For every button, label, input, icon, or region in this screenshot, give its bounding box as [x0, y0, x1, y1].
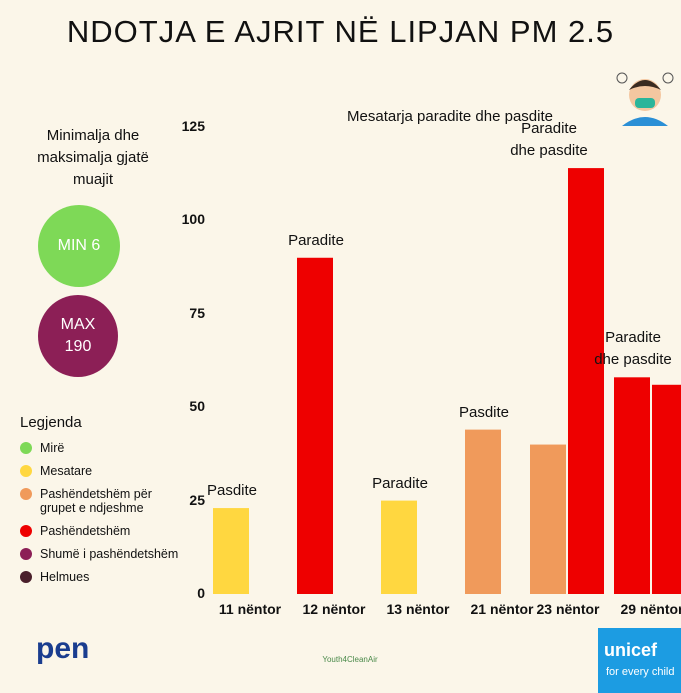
unicef-box: [598, 628, 681, 693]
y-tick-label: 100: [181, 211, 205, 228]
x-tick-label: 29 nëntor: [620, 601, 681, 617]
legend-item: Pashëndetshëm për grupet e ndjeshme: [20, 487, 190, 515]
legend-item: Helmues: [20, 570, 190, 584]
logo-tagline: for every child: [606, 666, 675, 678]
logo-youth: Youth4CleanAir: [322, 655, 378, 664]
bar: [465, 429, 501, 594]
title: NDOTJA E AJRIT NË LIPJAN PM 2.5: [66, 14, 615, 49]
logo-unicef: unicef: [604, 640, 658, 660]
y-tick-label: 25: [189, 491, 205, 508]
bar-annotation: Pasdite: [206, 482, 258, 500]
icon: [616, 72, 674, 126]
legend-item: Pashëndetshëm: [20, 524, 190, 538]
x-tick-label: 23 nëntor: [536, 601, 600, 617]
legend-item: Shumë i pashëndetshëm: [20, 547, 190, 561]
y-tick-label: 0: [197, 585, 205, 601]
x-tick-label: 11 nëntor: [218, 601, 282, 617]
bar: [213, 508, 249, 594]
bar-annotation: Pasdite: [458, 403, 510, 421]
legend-swatch: [20, 488, 32, 500]
bar: [381, 500, 417, 594]
x-tick-label: 12 nëntor: [302, 601, 366, 617]
x-tick-label: 13 nëntor: [386, 601, 450, 617]
legend-title: Legjenda: [20, 414, 82, 431]
y-tick-label: 50: [189, 398, 205, 415]
bar: [568, 168, 604, 594]
legend-swatch: [20, 525, 32, 537]
bar: [614, 377, 650, 594]
legend-label: Pashëndetshëm për grupet e ndjeshme: [40, 487, 152, 515]
legend-swatch: [20, 442, 32, 454]
range-title: Minimalja dhe maksimalja gjatë muajit: [37, 127, 149, 188]
legend-label: Mesatare: [40, 464, 93, 478]
legend-label: Shumë i pashëndetshëm: [40, 547, 179, 561]
legend-item: Mesatare: [20, 464, 190, 478]
bar-annotation: Paradite: [288, 231, 344, 249]
min-circle: MIN 6: [38, 205, 120, 287]
bar: [530, 444, 566, 594]
bar: [652, 384, 681, 594]
y-tick-label: 75: [189, 304, 205, 321]
y-tick-label: 125: [181, 118, 205, 134]
legend-item: Mirë: [20, 441, 190, 455]
x-tick-label: 21 nëntor: [470, 601, 534, 617]
max-circle: MAX 190: [38, 295, 118, 377]
legend-swatch: [20, 548, 32, 560]
legend-label: Pashëndetshëm: [40, 524, 131, 538]
bar-annotation: Paradite dhe pasdite: [510, 120, 588, 160]
legend-label: Mirë: [40, 441, 65, 455]
legend-label: Helmues: [40, 570, 90, 584]
legend-swatch: [20, 465, 32, 477]
logo-pen: pen: [36, 632, 90, 665]
bar-annotation: Paradite dhe pasdite: [594, 329, 672, 369]
bar-annotation: Paradite: [372, 474, 428, 492]
legend-swatch: [20, 571, 32, 583]
subtitle: Mesatarja paradite dhe pasdite: [347, 108, 553, 125]
bar: [297, 257, 333, 594]
